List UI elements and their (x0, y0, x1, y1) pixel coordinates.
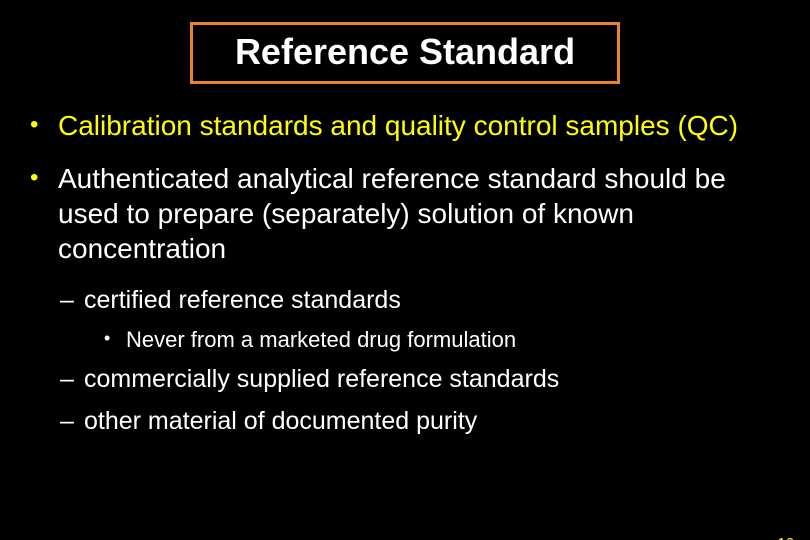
bullet-level2: – commercially supplied reference standa… (60, 363, 780, 396)
content-area: • Calibration standards and quality cont… (0, 84, 810, 438)
bullet-dot-icon: • (30, 161, 58, 193)
slide-title: Reference Standard (205, 31, 605, 73)
bullet-text: Authenticated analytical reference stand… (58, 161, 780, 266)
footer-page-number: 16 (777, 535, 794, 540)
title-box: Reference Standard (190, 22, 620, 84)
dash-icon: – (60, 284, 84, 317)
bullet-dot-icon: • (104, 327, 126, 349)
bullet-level1: • Authenticated analytical reference sta… (30, 161, 780, 266)
bullet-text: certified reference standards (84, 284, 401, 317)
dash-icon: – (60, 405, 84, 438)
bullet-level2: – other material of documented purity (60, 405, 780, 438)
bullet-level1: • Calibration standards and quality cont… (30, 108, 780, 143)
bullet-level2: – certified reference standards (60, 284, 780, 317)
bullet-text: Calibration standards and quality contro… (58, 108, 738, 143)
bullet-level3: • Never from a marketed drug formulation (104, 327, 780, 353)
bullet-dot-icon: • (30, 108, 58, 140)
dash-icon: – (60, 363, 84, 396)
bullet-text: commercially supplied reference standard… (84, 363, 559, 396)
bullet-text: Never from a marketed drug formulation (126, 327, 516, 353)
bullet-text: other material of documented purity (84, 405, 477, 438)
